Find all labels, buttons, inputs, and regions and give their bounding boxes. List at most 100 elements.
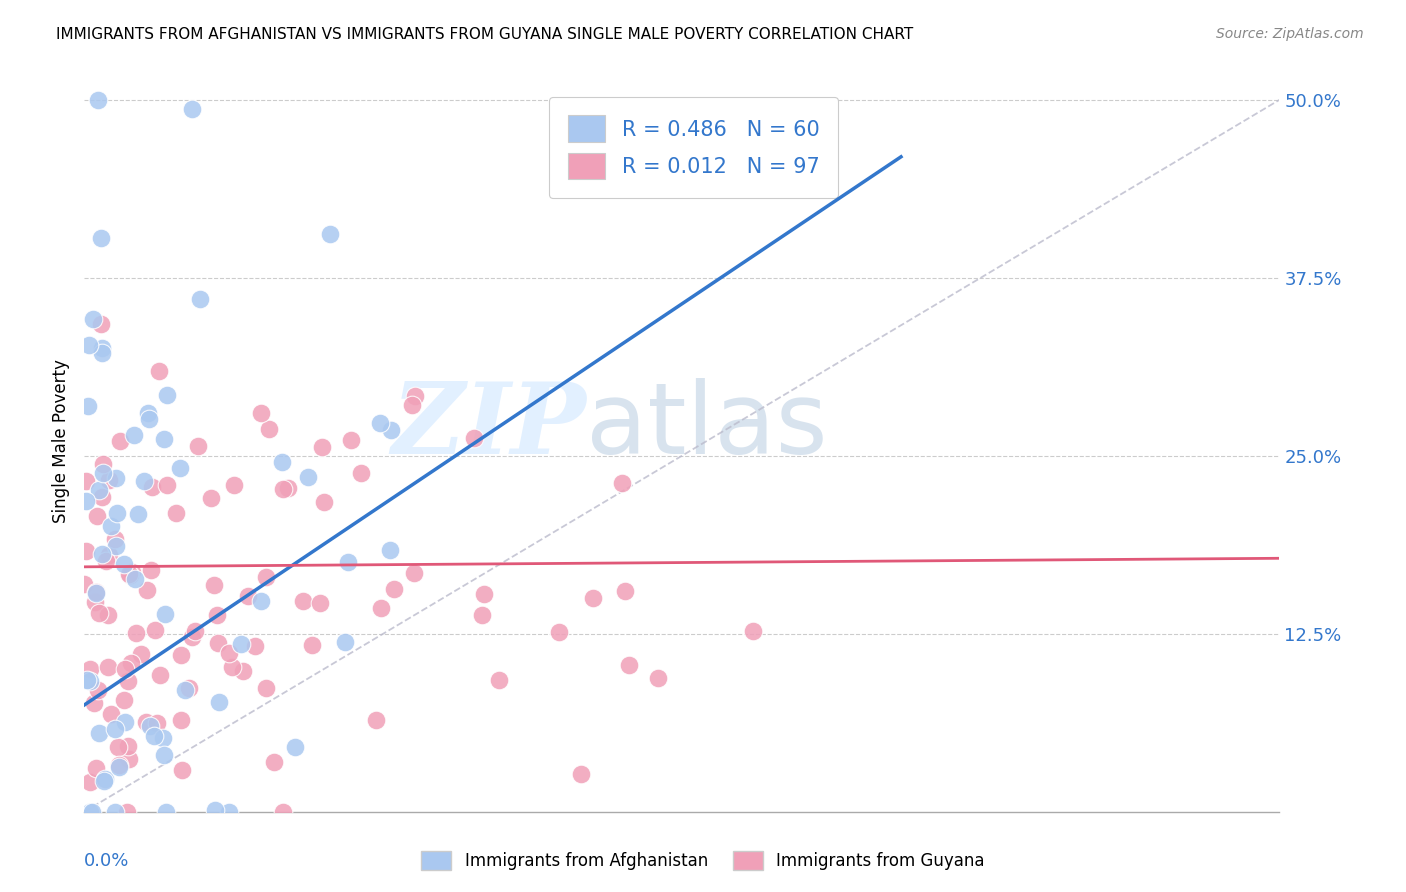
Point (229, 637, 252, 651)
Point (364, 714, 387, 728)
Point (118, 752, 141, 766)
Point (87, 606, 110, 620)
Point (205, 608, 228, 623)
Point (174, 682, 197, 697)
Point (169, 461, 191, 475)
Point (254, 681, 277, 695)
Point (90, 231, 112, 245)
Point (97, 608, 120, 623)
Point (188, 292, 211, 306)
Point (180, 630, 202, 644)
Point (350, 467, 373, 481)
Point (122, 428, 145, 442)
Point (270, 455, 292, 469)
Point (153, 607, 176, 621)
Point (91, 548, 114, 562)
Point (488, 673, 510, 688)
Point (243, 639, 266, 653)
Point (75, 494, 97, 508)
Point (404, 390, 426, 404)
Point (117, 805, 139, 819)
Point (142, 729, 165, 743)
Point (319, 227, 342, 241)
Legend: R = 0.486   N = 60, R = 0.012   N = 97: R = 0.486 N = 60, R = 0.012 N = 97 (548, 96, 838, 198)
Point (84, 586, 107, 600)
Point (204, 803, 226, 817)
Legend: Immigrants from Afghanistan, Immigrants from Guyana: Immigrants from Afghanistan, Immigrants … (415, 844, 991, 877)
Point (277, 481, 299, 495)
Point (309, 596, 332, 610)
Point (91, 457, 114, 471)
Point (87, 683, 110, 698)
Point (284, 739, 307, 754)
Point (125, 625, 148, 640)
Point (249, 594, 271, 608)
Point (84, 584, 107, 599)
Point (136, 406, 159, 420)
Point (547, 624, 569, 639)
Point (742, 624, 765, 639)
Point (368, 416, 391, 430)
Point (207, 635, 229, 649)
Point (89, 483, 111, 497)
Point (257, 422, 280, 436)
Point (401, 398, 423, 412)
Point (170, 763, 193, 777)
Point (222, 477, 245, 491)
Point (104, 723, 127, 737)
Point (218, 646, 240, 660)
Point (75, 474, 97, 488)
Point (249, 406, 271, 420)
Point (292, 593, 315, 607)
Point (181, 102, 204, 116)
Point (463, 431, 485, 445)
Point (138, 412, 160, 426)
Point (91, 341, 114, 355)
Y-axis label: Single Male Poverty: Single Male Poverty (52, 359, 70, 524)
Point (138, 719, 160, 733)
Point (117, 674, 139, 689)
Text: 0.0%: 0.0% (84, 853, 129, 871)
Point (107, 757, 129, 772)
Point (177, 681, 200, 695)
Point (86, 761, 108, 775)
Point (311, 441, 333, 455)
Point (617, 657, 640, 672)
Point (404, 566, 426, 580)
Point (104, 533, 127, 547)
Point (110, 434, 132, 449)
Point (380, 543, 402, 558)
Point (169, 714, 191, 728)
Point (143, 623, 166, 637)
Point (118, 567, 141, 582)
Point (124, 572, 146, 586)
Point (271, 482, 294, 496)
Point (112, 692, 135, 706)
Point (165, 506, 187, 520)
Point (118, 566, 141, 581)
Point (100, 706, 122, 721)
Point (114, 662, 136, 676)
Point (148, 364, 170, 378)
Point (96, 554, 118, 568)
Point (340, 434, 363, 448)
Point (84, 595, 107, 609)
Point (301, 638, 323, 652)
Point (120, 657, 142, 671)
Point (105, 506, 128, 520)
Point (83, 696, 105, 710)
Point (75, 543, 97, 558)
Point (569, 767, 592, 781)
Point (333, 634, 356, 648)
Point (107, 739, 129, 754)
Point (98, 548, 121, 562)
Point (134, 474, 156, 488)
Point (97, 473, 120, 487)
Point (91, 346, 114, 360)
Point (90, 318, 112, 332)
Point (152, 731, 174, 745)
Text: Source: ZipAtlas.com: Source: ZipAtlas.com (1216, 27, 1364, 41)
Point (108, 760, 131, 774)
Point (382, 582, 405, 597)
Point (263, 755, 285, 769)
